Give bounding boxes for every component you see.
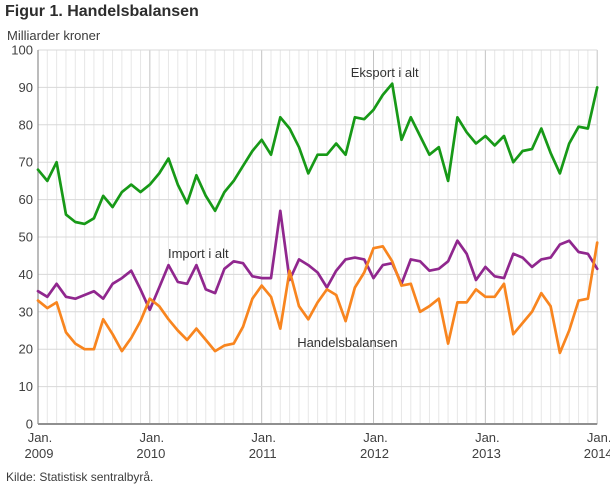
- x-tick-month-label: Jan.: [363, 430, 388, 445]
- y-axis-unit-label: Milliarder kroner: [7, 28, 101, 43]
- y-tick-label: 80: [19, 117, 33, 132]
- y-tick-label: 70: [19, 155, 33, 170]
- chart-title: Figur 1. Handelsbalansen: [5, 3, 199, 20]
- series-label-handelsbalansen: Handelsbalansen: [297, 335, 397, 350]
- x-tick-year-label: 2010: [136, 446, 165, 461]
- x-tick-month-label: Jan.: [140, 430, 165, 445]
- y-tick-label: 90: [19, 80, 33, 95]
- x-tick-year-label: 2012: [360, 446, 389, 461]
- series-line-eksport-i-alt: [36, 82, 599, 226]
- y-tick-label: 100: [11, 43, 33, 58]
- y-tick-label: 40: [19, 267, 33, 282]
- y-tick-label: 10: [19, 379, 33, 394]
- y-tick-label: 60: [19, 192, 33, 207]
- y-tick-label: 50: [19, 230, 33, 245]
- source-note: Kilde: Statistisk sentralbyrå.: [6, 470, 154, 484]
- x-tick-month-label: Jan.: [587, 430, 610, 445]
- series-label-eksport-i-alt: Eksport i alt: [351, 65, 419, 80]
- y-tick-label: 0: [26, 417, 33, 432]
- series-line-handelsbalansen: [36, 241, 599, 355]
- x-tick-year-label: 2013: [472, 446, 501, 461]
- series-label-import-i-alt: Import i alt: [168, 246, 229, 261]
- y-tick-label: 30: [19, 304, 33, 319]
- x-tick-year-label: 2009: [25, 446, 54, 461]
- x-tick-month-label: Jan.: [28, 430, 53, 445]
- x-tick-year-label: 2011: [249, 446, 277, 461]
- series-line-import-i-alt: [36, 209, 599, 312]
- x-tick-month-label: Jan.: [251, 430, 276, 445]
- x-tick-year-label: 2014: [584, 446, 610, 461]
- y-tick-label: 20: [19, 342, 33, 357]
- x-tick-month-label: Jan.: [475, 430, 500, 445]
